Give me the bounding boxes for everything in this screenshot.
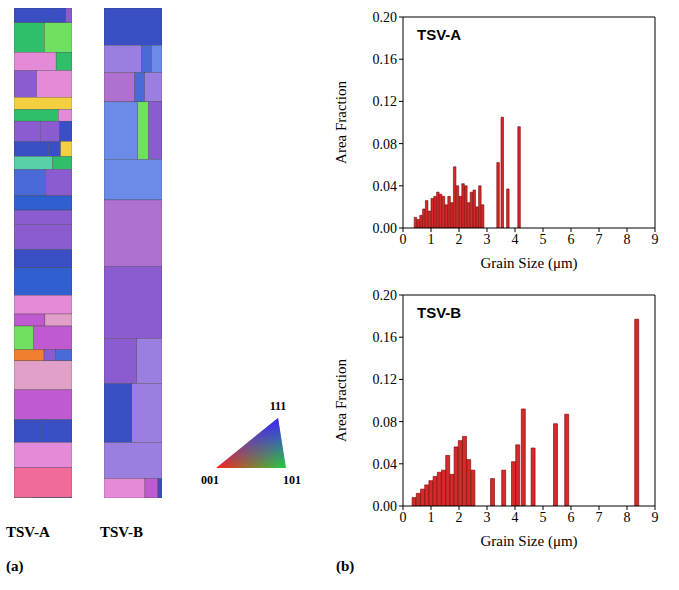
svg-text:0: 0 [400,510,407,525]
svg-text:3: 3 [484,232,491,247]
svg-text:6: 6 [568,510,575,525]
svg-text:0.00: 0.00 [373,221,398,236]
svg-text:9: 9 [652,232,659,247]
svg-text:0: 0 [400,232,407,247]
svg-text:2: 2 [456,232,463,247]
svg-text:0.12: 0.12 [373,372,398,387]
svg-text:Area Fraction: Area Fraction [334,359,349,442]
svg-text:7: 7 [596,510,603,525]
svg-text:0.08: 0.08 [373,137,398,152]
svg-text:0.00: 0.00 [373,499,398,514]
svg-text:001: 001 [201,473,219,487]
svg-text:5: 5 [540,232,547,247]
svg-text:0.20: 0.20 [373,288,398,303]
html-text:TSV-B: TSV-B [100,524,144,540]
html-text:TSV-A: TSV-A [6,524,50,540]
html-text:TSV-B: TSV-B [417,304,462,321]
svg-text:0.16: 0.16 [373,330,398,345]
svg-text:0.04: 0.04 [373,457,398,472]
svg-text:0.16: 0.16 [373,52,398,67]
svg-text:7: 7 [596,232,603,247]
html-text:(a): (a) [6,558,24,574]
svg-text:111: 111 [270,399,287,413]
svg-text:8: 8 [624,510,631,525]
svg-text:3: 3 [484,510,491,525]
svg-text:0.20: 0.20 [373,10,398,25]
html-text:(b): (b) [336,558,355,574]
svg-text:9: 9 [652,510,659,525]
svg-text:Area Fraction: Area Fraction [334,81,349,164]
svg-text:0.04: 0.04 [373,179,398,194]
svg-text:6: 6 [568,232,575,247]
svg-text:5: 5 [540,510,547,525]
svg-text:101: 101 [283,473,301,487]
svg-text:4: 4 [512,510,519,525]
svg-text:2: 2 [456,510,463,525]
html-text:TSV-A: TSV-A [417,26,462,43]
svg-text:Grain Size (μm): Grain Size (μm) [480,255,577,272]
svg-text:0.12: 0.12 [373,94,398,109]
svg-text:4: 4 [512,232,519,247]
svg-text:1: 1 [428,232,435,247]
svg-text:Grain Size (μm): Grain Size (μm) [480,533,577,550]
svg-text:0.08: 0.08 [373,415,398,430]
svg-text:8: 8 [624,232,631,247]
svg-text:1: 1 [428,510,435,525]
